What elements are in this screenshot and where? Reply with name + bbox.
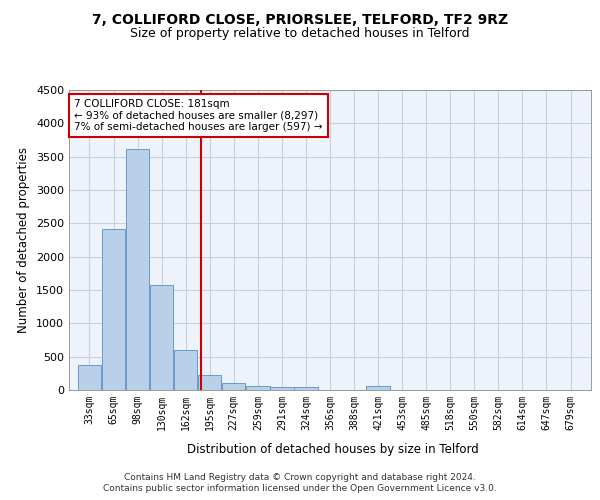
Text: 7 COLLIFORD CLOSE: 181sqm
← 93% of detached houses are smaller (8,297)
7% of sem: 7 COLLIFORD CLOSE: 181sqm ← 93% of detac… xyxy=(74,99,323,132)
Bar xyxy=(270,387,293,390)
Text: Contains HM Land Registry data © Crown copyright and database right 2024.: Contains HM Land Registry data © Crown c… xyxy=(124,472,476,482)
Bar xyxy=(246,386,269,390)
Bar xyxy=(367,386,390,390)
Bar xyxy=(78,366,101,390)
Bar xyxy=(174,350,197,390)
Text: 7, COLLIFORD CLOSE, PRIORSLEE, TELFORD, TF2 9RZ: 7, COLLIFORD CLOSE, PRIORSLEE, TELFORD, … xyxy=(92,12,508,26)
Bar xyxy=(222,382,245,390)
Bar xyxy=(198,374,221,390)
Text: Distribution of detached houses by size in Telford: Distribution of detached houses by size … xyxy=(187,442,479,456)
Y-axis label: Number of detached properties: Number of detached properties xyxy=(17,147,31,333)
Text: Contains public sector information licensed under the Open Government Licence v3: Contains public sector information licen… xyxy=(103,484,497,493)
Bar xyxy=(102,228,125,390)
Bar xyxy=(150,284,173,390)
Bar xyxy=(126,148,149,390)
Bar xyxy=(294,388,317,390)
Text: Size of property relative to detached houses in Telford: Size of property relative to detached ho… xyxy=(130,28,470,40)
